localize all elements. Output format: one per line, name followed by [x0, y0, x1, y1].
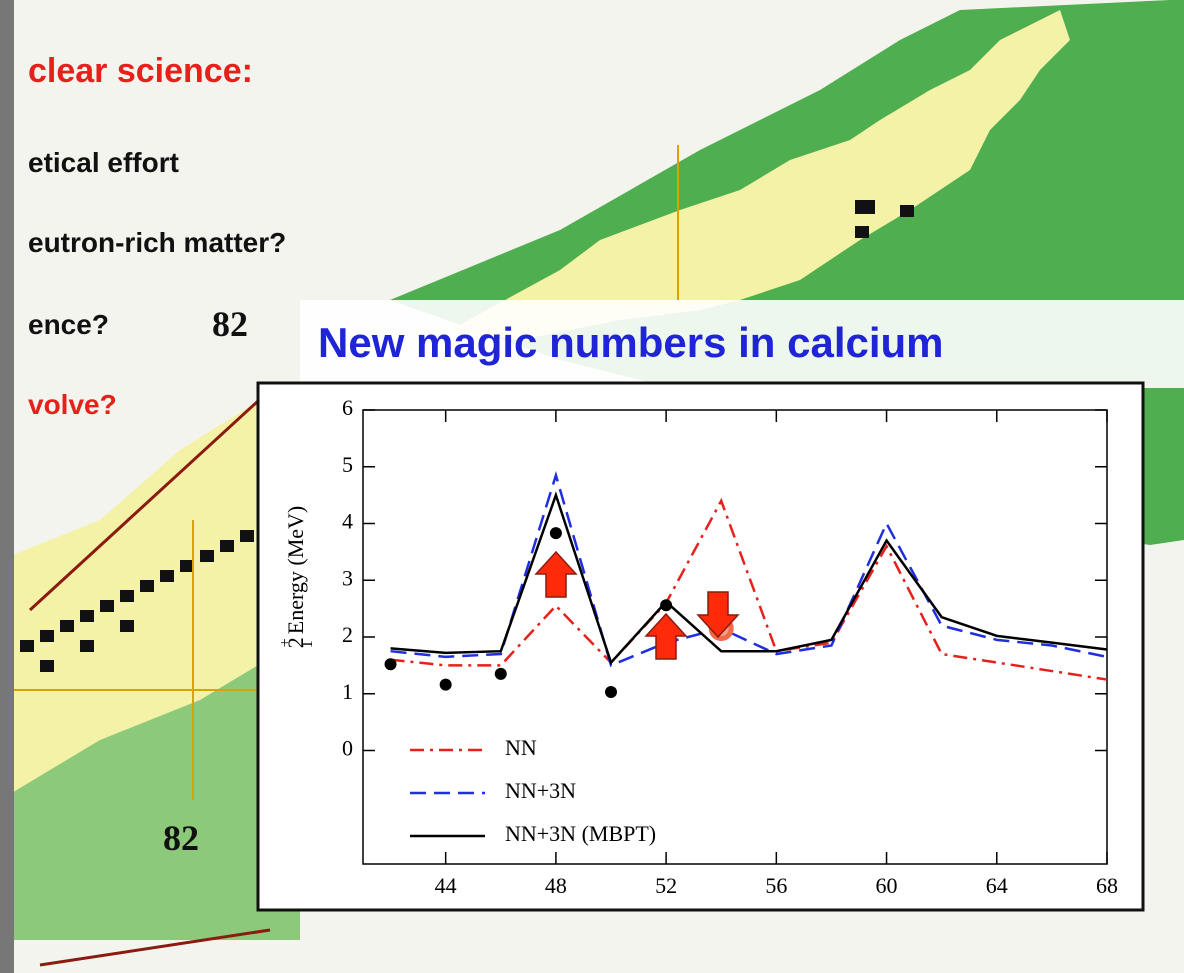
- data-point: [550, 527, 562, 539]
- data-point: [385, 658, 397, 670]
- x-tick-label: 56: [765, 873, 787, 898]
- magic-number: 82: [163, 818, 199, 858]
- bullet: ence?: [28, 309, 109, 340]
- y-tick-label: 5: [342, 452, 353, 477]
- y-tick-label: 6: [342, 395, 353, 420]
- chart-bg-block: [855, 200, 875, 214]
- page: {"slide": {"heading": "clear science:", …: [0, 0, 1184, 973]
- y-tick-label: 0: [342, 736, 353, 761]
- data-point: [495, 668, 507, 680]
- data-point: [440, 679, 452, 691]
- y-label-sup: +: [277, 638, 294, 647]
- slide: clear science: etical effort eutron-rich…: [0, 0, 1184, 973]
- y-label-text: Energy (MeV): [283, 506, 308, 635]
- y-label-sub: 1: [299, 640, 316, 648]
- chart-bg-block: [855, 226, 869, 238]
- y-tick-label: 1: [342, 679, 353, 704]
- bullet: eutron-rich matter?: [28, 227, 286, 258]
- left-photo: [0, 0, 14, 973]
- banner-title: New magic numbers in calcium: [318, 319, 944, 366]
- y-tick-label: 3: [342, 565, 353, 590]
- y-tick-label: 2: [342, 622, 353, 647]
- magic-number: 82: [212, 304, 248, 344]
- data-point: [660, 599, 672, 611]
- heading: clear science:: [28, 52, 253, 90]
- x-tick-label: 64: [986, 873, 1008, 898]
- x-tick-label: 68: [1096, 873, 1118, 898]
- legend-label: NN+3N (MBPT): [505, 821, 656, 846]
- bullet: etical effort: [28, 147, 179, 178]
- chart-frame: [258, 383, 1143, 910]
- legend-label: NN+3N: [505, 778, 576, 803]
- slide-text: clear science: etical effort eutron-rich…: [28, 52, 286, 420]
- bullet: volve?: [28, 389, 117, 420]
- x-tick-label: 48: [545, 873, 567, 898]
- y-tick-label: 4: [342, 509, 353, 534]
- chart-bg-block: [900, 205, 914, 217]
- legend-label: NN: [505, 735, 537, 760]
- x-tick-label: 60: [876, 873, 898, 898]
- x-tick-label: 52: [655, 873, 677, 898]
- x-tick-label: 44: [435, 873, 457, 898]
- data-point: [605, 686, 617, 698]
